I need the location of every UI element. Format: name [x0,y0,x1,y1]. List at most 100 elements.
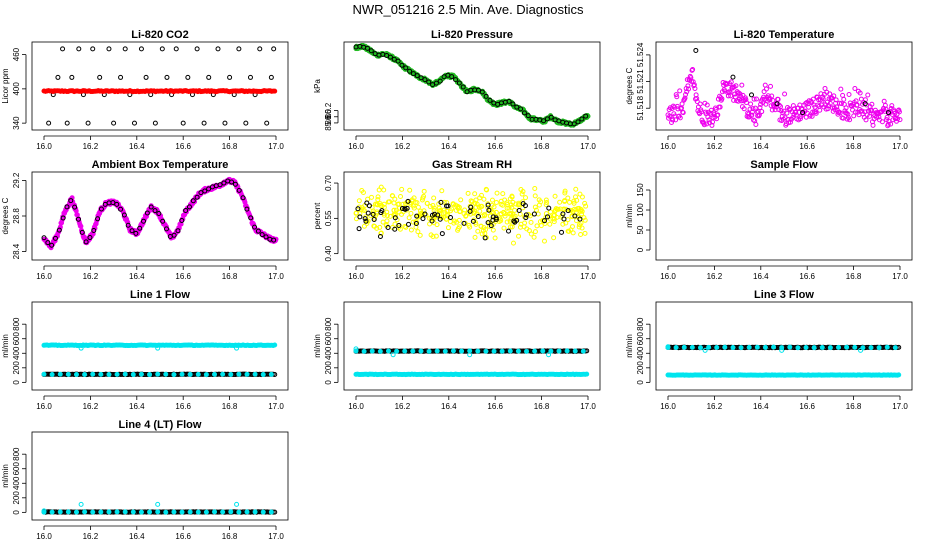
data-point [750,106,756,112]
data-point [541,238,547,244]
data-point [486,207,492,213]
data-point [485,202,491,208]
data-point [398,194,404,200]
y-axis-label: degrees C [625,67,634,104]
data-point [144,210,150,216]
data-point [439,231,445,237]
plot-frame [343,301,601,391]
data-point [790,103,796,109]
data-point [456,80,462,86]
x-tick-label: 16.0 [36,272,52,281]
data-point [217,182,223,188]
data-point [769,93,775,99]
x-tick-label: 16.4 [441,272,457,281]
data-point [833,97,839,103]
data-point [869,101,875,107]
data-point [683,91,689,97]
x-tick-label: 17.0 [892,402,908,411]
x-tick-label: 16.6 [487,272,503,281]
data-point [702,347,708,353]
data-point [408,227,414,233]
data-point [236,46,242,52]
data-point [547,221,553,227]
y-tick-label: 28.4 [12,243,21,259]
data-point [485,220,491,226]
data-layer [41,46,278,126]
data-point [368,48,374,54]
data-point [114,201,120,207]
y-tick-label: 0 [12,380,21,385]
data-point [106,371,112,377]
data-point [236,371,242,377]
data-point [439,188,445,194]
x-tick-label: 16.6 [799,402,815,411]
data-point [55,74,61,80]
data-point [138,509,144,515]
data-point [562,190,568,196]
data-point [407,68,413,74]
y-axis-label: degrees C [1,197,10,234]
data-point [563,220,569,226]
y-tick-label: 86.0 [324,108,333,124]
data-point [730,74,736,80]
data-point [396,223,402,229]
figure-title: NWR_051216 2.5 Min. Ave. Diagnostics [353,2,584,17]
data-point [738,93,744,99]
data-point [868,345,874,351]
data-point [741,106,747,112]
data-point [384,213,390,219]
data-point [843,105,849,111]
data-point [487,97,493,103]
data-point [257,46,263,52]
data-point [179,371,185,377]
data-point [694,95,700,101]
data-point [75,216,81,222]
x-tick-label: 16.4 [129,142,145,151]
data-point [407,187,413,193]
data-point [774,101,780,107]
x-tick-label: 16.0 [36,142,52,151]
data-point [838,86,844,92]
x-tick-label: 16.2 [395,402,411,411]
data-point [403,224,409,230]
data-point [567,199,573,205]
data-point [417,212,423,218]
data-point [417,232,423,238]
data-point [806,104,812,110]
data-point [885,121,891,127]
panel-grid: Li-820 CO2 16.0 16.2 16.4 16.6 16.8 17.0 340 400… [1,29,913,540]
data-point [770,97,776,103]
data-point [572,213,578,219]
data-point [378,230,384,236]
data-point [879,119,885,125]
data-point [410,71,416,77]
plot-frame [31,41,289,131]
data-point [552,208,558,214]
data-point [465,190,471,196]
data-point [418,348,424,354]
data-point [582,230,588,236]
data-point [433,80,439,86]
data-point [56,227,62,233]
data-point [562,198,568,204]
data-point [232,181,238,187]
data-point [395,58,401,64]
data-layer [353,184,589,246]
data-point [370,211,376,217]
data-point [353,210,359,216]
plot-frame [343,41,601,131]
y-tick-label: 400 [324,346,333,360]
data-point [810,96,816,102]
data-point [665,344,671,350]
data-point [490,217,496,223]
data-point [147,509,153,515]
x-tick-label: 16.8 [846,142,862,151]
data-point [222,120,228,126]
data-point [260,509,266,515]
data-point [571,200,577,206]
data-point [463,213,469,219]
data-point [130,372,136,378]
data-point [697,101,703,107]
data-point [467,208,473,214]
data-point [410,348,416,354]
